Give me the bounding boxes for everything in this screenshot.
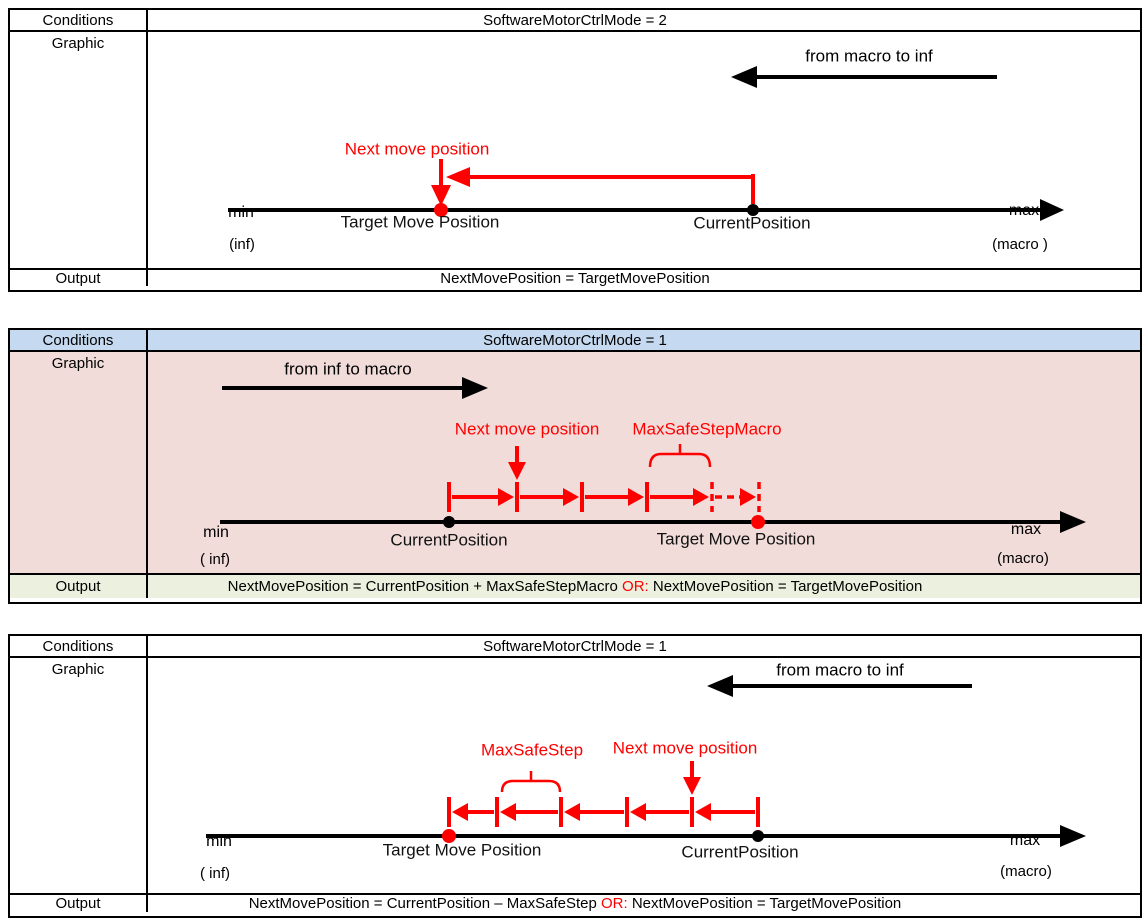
max-safe-step-brace-icon <box>500 779 562 793</box>
graphic-row-label: Graphic <box>10 352 148 573</box>
conditions-row: Conditions SoftwareMotorCtrlMode = 1 <box>10 330 1140 350</box>
current-position-label: CurrentPosition <box>390 530 508 550</box>
number-line-arrow-head-icon <box>1060 825 1086 847</box>
step-arrow-head-icon <box>563 488 579 506</box>
output-text: NextMovePosition = CurrentPosition + Max… <box>10 575 1140 598</box>
graphic-row-label: Graphic <box>10 658 148 893</box>
max-sub-label: (macro ) <box>992 235 1048 253</box>
max-sub-label: (macro) <box>1000 862 1052 880</box>
next-move-pointer-head-icon <box>508 462 526 480</box>
target-position-dot <box>442 829 456 843</box>
output-row-label: Output <box>10 270 148 287</box>
max-safe-step-label: MaxSafeStepMacro <box>632 419 782 439</box>
mode1-backward-diagram <box>206 675 1086 847</box>
output-row: Output NextMovePosition = TargetMovePosi… <box>10 268 1140 287</box>
condition-text: SoftwareMotorCtrlMode = 1 <box>483 637 667 655</box>
step-arrow-head-icon <box>628 488 644 506</box>
max-label: max <box>1008 202 1040 220</box>
current-position-dot <box>443 516 455 528</box>
condition-text: SoftwareMotorCtrlMode = 1 <box>483 331 667 349</box>
output-row: Output NextMovePosition = CurrentPositio… <box>10 573 1140 598</box>
conditions-row-label: Conditions <box>10 10 148 30</box>
step-arrow-head-icon <box>564 803 580 821</box>
direction-label: from macro to inf <box>805 46 933 66</box>
current-position-label: CurrentPosition <box>681 842 799 862</box>
step-arrow-head-icon <box>452 803 468 821</box>
target-position-label: Target Move Position <box>382 840 542 860</box>
output-row-label: Output <box>10 575 148 598</box>
step-arrow-head-icon <box>500 803 516 821</box>
current-position-dot <box>747 204 759 216</box>
next-move-label: Next move position <box>344 139 490 159</box>
number-line-arrow-head-icon <box>1040 199 1064 221</box>
output-or-label: OR: <box>622 578 649 595</box>
step-arrow-head-icon <box>695 803 711 821</box>
max-safe-step-label: MaxSafeStep <box>480 740 584 760</box>
output-prefix: NextMovePosition = CurrentPosition + Max… <box>227 578 623 595</box>
next-move-pointer-head-icon <box>431 185 451 206</box>
mode1-forward-diagram <box>220 377 1086 533</box>
next-move-label: Next move position <box>454 419 600 439</box>
mode2-table: Conditions SoftwareMotorCtrlMode = 2 Gra… <box>8 8 1142 292</box>
next-move-pointer-head-icon <box>683 777 701 795</box>
direction-label: from macro to inf <box>776 660 904 680</box>
min-label: min <box>228 204 254 222</box>
number-line-arrow-head-icon <box>1060 511 1086 533</box>
output-suffix: NextMovePosition = TargetMovePosition <box>627 895 902 912</box>
target-position-dot <box>434 203 448 217</box>
graphic-row: Graphic <box>10 656 1140 893</box>
mode1-forward-table: Conditions SoftwareMotorCtrlMode = 1 Gra… <box>8 328 1142 604</box>
mode2-diagram <box>228 66 1064 221</box>
conditions-row-label: Conditions <box>10 330 148 350</box>
conditions-row: Conditions SoftwareMotorCtrlMode = 2 <box>10 10 1140 30</box>
min-sub-label: (inf) <box>229 235 255 253</box>
graphic-row: Graphic <box>10 350 1140 573</box>
direction-arrow-head-icon <box>462 377 488 399</box>
output-or-label: OR: <box>600 895 628 912</box>
step-arrow-head-icon <box>740 488 756 506</box>
min-sub-label: ( inf) <box>200 550 230 568</box>
max-label: max <box>1009 832 1041 850</box>
step-arrow-head-icon <box>630 803 646 821</box>
direction-arrow-head-icon <box>707 675 733 697</box>
min-label: min <box>206 833 232 851</box>
current-position-label: CurrentPosition <box>693 213 811 233</box>
conditions-row-label: Conditions <box>10 636 148 656</box>
max-sub-label: (macro) <box>997 549 1049 567</box>
mode1-backward-table: Conditions SoftwareMotorCtrlMode = 1 Gra… <box>8 634 1142 918</box>
step-arrow-head-icon <box>498 488 514 506</box>
target-position-dot <box>751 515 765 529</box>
output-text: NextMovePosition = CurrentPosition – Max… <box>10 895 1140 912</box>
conditions-row: Conditions SoftwareMotorCtrlMode = 1 <box>10 636 1140 656</box>
condition-text: SoftwareMotorCtrlMode = 2 <box>483 11 667 29</box>
next-move-label: Next move position <box>612 738 758 758</box>
output-row: Output NextMovePosition = CurrentPositio… <box>10 893 1140 912</box>
current-position-dot <box>752 830 764 842</box>
step-arrow-head-icon <box>693 488 709 506</box>
max-label: max <box>1010 521 1042 539</box>
direction-label: from inf to macro <box>284 359 412 379</box>
output-row-label: Output <box>10 895 148 912</box>
output-text: NextMovePosition = TargetMovePosition <box>440 269 710 287</box>
max-safe-step-brace-icon <box>648 452 712 468</box>
target-position-label: Target Move Position <box>340 212 500 232</box>
output-prefix: NextMovePosition = CurrentPosition – Max… <box>248 895 601 912</box>
target-position-label: Target Move Position <box>656 529 816 549</box>
min-sub-label: ( inf) <box>200 864 230 882</box>
graphic-row-label: Graphic <box>10 32 148 268</box>
direction-arrow-head-icon <box>731 66 757 88</box>
graphic-row: Graphic <box>10 30 1140 268</box>
move-arrow-head-icon <box>446 167 470 187</box>
output-suffix: NextMovePosition = TargetMovePosition <box>648 578 923 595</box>
min-label: min <box>203 524 229 542</box>
